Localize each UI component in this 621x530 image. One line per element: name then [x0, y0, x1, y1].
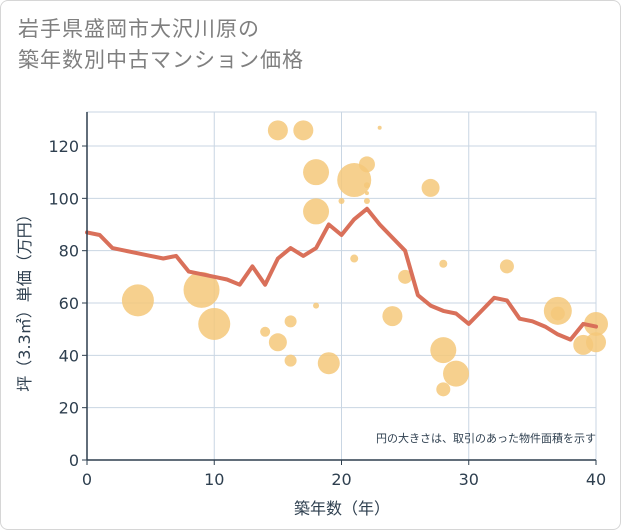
x-tick-label: 10 [204, 470, 224, 489]
data-bubble [439, 259, 448, 268]
data-bubble [421, 178, 440, 197]
y-tick-label: 100 [48, 189, 79, 208]
data-bubble [430, 337, 457, 364]
data-bubble [382, 306, 403, 327]
x-tick-label: 30 [459, 470, 479, 489]
data-bubble [377, 125, 382, 130]
x-tick-label: 0 [82, 470, 92, 489]
data-bubble [436, 382, 451, 397]
data-bubble [303, 159, 330, 186]
data-bubble [443, 360, 470, 387]
data-bubble [198, 307, 231, 340]
bubble-size-note: 円の大きさは、取引のあった物件面積を示す [376, 431, 596, 445]
data-bubble [317, 352, 340, 375]
data-bubble [121, 284, 154, 317]
data-bubble [363, 197, 370, 204]
x-tick-label: 40 [586, 470, 606, 489]
bubbles [121, 120, 608, 397]
data-bubble [267, 120, 288, 141]
axes: 0 20 40 60 80 100 120 0 10 20 30 40 [48, 112, 606, 489]
data-bubble [284, 315, 297, 328]
data-bubble [350, 254, 359, 263]
x-axis-label: 築年数（年） [294, 499, 390, 518]
chart-title: 岩手県盛岡市大沢川原の 築年数別中古マンション価格 [18, 14, 304, 76]
data-bubble [293, 120, 314, 141]
chart-title-line-1: 岩手県盛岡市大沢川原の [18, 17, 260, 41]
data-bubble [398, 269, 413, 284]
data-bubble [268, 333, 287, 352]
data-bubble [337, 163, 372, 198]
data-bubble [183, 271, 220, 308]
data-bubble [338, 197, 345, 204]
data-bubble [584, 311, 608, 336]
y-tick-label: 80 [59, 242, 79, 261]
data-bubble [313, 302, 320, 309]
data-bubble [284, 354, 297, 367]
data-bubble [260, 326, 271, 337]
data-bubble [586, 332, 606, 353]
trend-line-group [85, 206, 598, 342]
grid [86, 111, 597, 461]
y-tick-label: 60 [59, 294, 79, 313]
y-tick-label: 40 [59, 346, 79, 365]
data-bubble [550, 306, 565, 321]
data-bubble [358, 156, 375, 173]
y-tick-label: 0 [69, 451, 79, 470]
y-tick-label: 20 [59, 399, 79, 418]
chart-title-line-2: 築年数別中古マンション価格 [18, 48, 304, 72]
trend-line [85, 206, 598, 342]
x-tick-label: 20 [331, 470, 351, 489]
data-bubble [303, 198, 330, 225]
y-axis-label: 坪（3.3㎡）単価（万円） [15, 206, 34, 391]
data-bubble [364, 191, 369, 196]
data-bubble [499, 259, 514, 274]
y-tick-label: 120 [48, 137, 79, 156]
data-bubble [363, 182, 370, 189]
